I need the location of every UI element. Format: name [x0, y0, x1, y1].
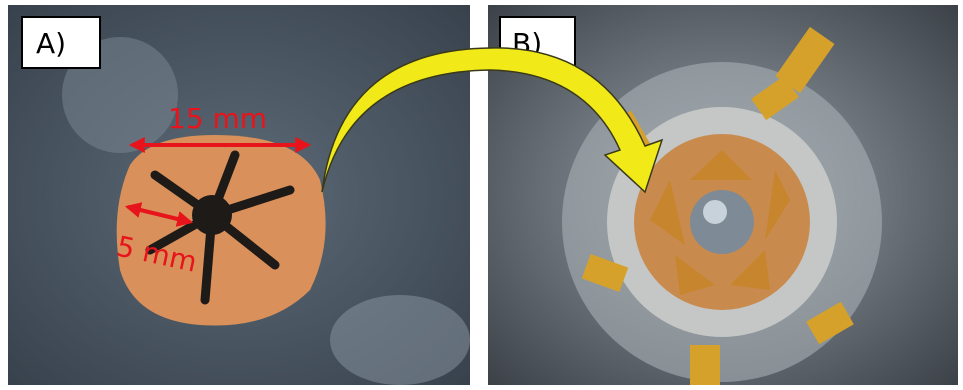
center-lens	[690, 190, 754, 254]
reflection	[330, 295, 470, 385]
center-pad	[192, 195, 232, 235]
panel-label: A)	[36, 27, 66, 60]
panel-a: 15 mm 5 mm A)	[8, 5, 470, 385]
lens-highlight	[703, 200, 727, 224]
annotation: 15 mm	[168, 102, 267, 135]
page: 15 mm 5 mm A) B) (() => { con	[0, 0, 963, 390]
figure: 15 mm 5 mm A) B)	[0, 0, 963, 390]
